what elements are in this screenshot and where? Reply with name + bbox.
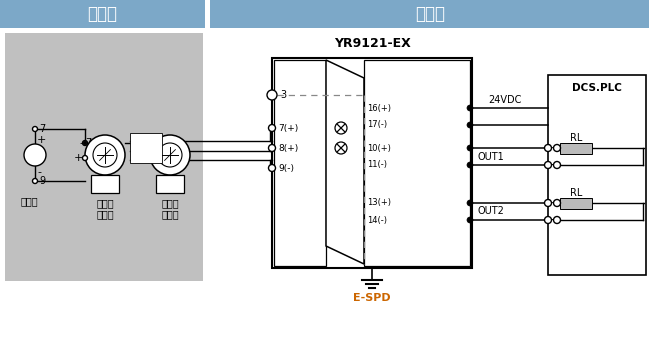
- Circle shape: [267, 90, 277, 100]
- Circle shape: [335, 142, 347, 154]
- Text: RL: RL: [570, 133, 582, 143]
- Circle shape: [24, 144, 46, 166]
- Text: 24VDC: 24VDC: [488, 95, 521, 105]
- Text: 4-20mA: 4-20mA: [561, 199, 591, 207]
- Bar: [274, 60, 326, 266]
- Circle shape: [554, 217, 561, 223]
- Circle shape: [32, 126, 38, 132]
- Text: 9(-): 9(-): [278, 164, 294, 172]
- Circle shape: [335, 122, 347, 134]
- Text: 10(+): 10(+): [367, 143, 391, 153]
- Bar: [364, 60, 470, 266]
- Circle shape: [545, 162, 552, 169]
- Text: 8(+): 8(+): [278, 143, 299, 153]
- Text: 二线制
变送器: 二线制 变送器: [96, 198, 114, 220]
- Text: +: +: [545, 198, 554, 208]
- Text: -: -: [132, 155, 136, 165]
- Text: 17(-): 17(-): [367, 120, 387, 130]
- Text: 8: 8: [85, 153, 91, 163]
- Circle shape: [269, 165, 275, 171]
- Text: -: -: [37, 167, 41, 177]
- Circle shape: [467, 122, 473, 128]
- Text: 4-20mA: 4-20mA: [561, 143, 591, 153]
- Bar: [560, 198, 592, 209]
- Bar: [210, 0, 649, 28]
- Text: YR9121-EX: YR9121-EX: [334, 37, 410, 50]
- Circle shape: [158, 143, 182, 167]
- Circle shape: [554, 162, 561, 169]
- Text: 电流源: 电流源: [21, 196, 39, 206]
- Text: RL: RL: [570, 188, 582, 198]
- Circle shape: [467, 200, 473, 206]
- Circle shape: [467, 145, 473, 151]
- Circle shape: [467, 105, 473, 111]
- Circle shape: [554, 144, 561, 152]
- Polygon shape: [326, 60, 364, 264]
- Circle shape: [545, 200, 552, 206]
- Circle shape: [32, 178, 38, 184]
- Text: 3: 3: [280, 90, 286, 100]
- Circle shape: [83, 141, 87, 145]
- Text: OUT2: OUT2: [478, 206, 505, 217]
- Bar: [130, 133, 162, 163]
- Text: -: -: [550, 214, 554, 226]
- Circle shape: [82, 155, 88, 160]
- Text: 7(+): 7(+): [278, 123, 299, 133]
- Bar: [156, 175, 184, 193]
- Text: 7: 7: [85, 138, 92, 148]
- Circle shape: [545, 217, 552, 223]
- Bar: [91, 175, 119, 193]
- Bar: [5, 33, 203, 281]
- Circle shape: [85, 135, 125, 175]
- Text: 电源+: 电源+: [132, 147, 147, 155]
- Text: 三线制
变送器: 三线制 变送器: [161, 198, 179, 220]
- Text: 16(+): 16(+): [367, 103, 391, 113]
- Text: E-SPD: E-SPD: [353, 293, 391, 303]
- Circle shape: [269, 144, 275, 152]
- Circle shape: [545, 144, 552, 152]
- Circle shape: [467, 217, 473, 223]
- Text: 14(-): 14(-): [367, 216, 387, 224]
- Text: DCS.PLC: DCS.PLC: [572, 83, 622, 93]
- Text: +: +: [73, 153, 83, 163]
- Circle shape: [554, 200, 561, 206]
- Text: 7: 7: [39, 124, 45, 134]
- Text: 危险区: 危险区: [87, 5, 117, 23]
- Text: 安全区: 安全区: [415, 5, 445, 23]
- Bar: [548, 75, 646, 275]
- Text: +: +: [545, 143, 554, 153]
- Circle shape: [93, 143, 117, 167]
- Bar: [560, 143, 592, 154]
- Bar: [272, 58, 472, 268]
- Text: 信号+: 信号+: [132, 136, 147, 146]
- Bar: [0, 0, 205, 28]
- Circle shape: [269, 124, 275, 132]
- Text: 9: 9: [39, 176, 45, 186]
- Text: -: -: [79, 138, 83, 148]
- Text: +: +: [37, 135, 46, 145]
- Text: 11(-): 11(-): [367, 160, 387, 170]
- Text: -: -: [550, 158, 554, 171]
- Circle shape: [150, 135, 190, 175]
- Text: 13(+): 13(+): [367, 199, 391, 207]
- Circle shape: [467, 162, 473, 168]
- Circle shape: [82, 140, 88, 146]
- Text: OUT1: OUT1: [478, 152, 505, 162]
